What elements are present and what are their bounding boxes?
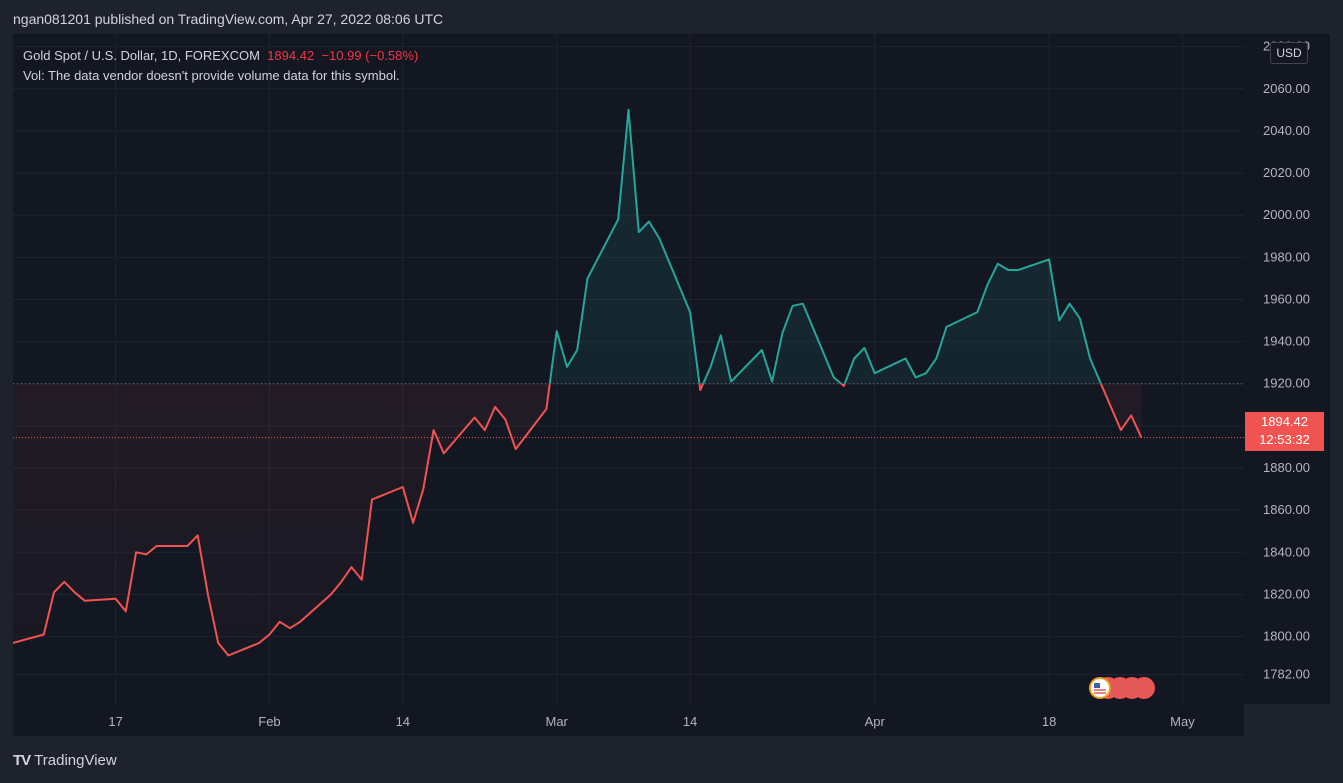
top-bar: ngan081201 published on TradingView.com,… [0, 0, 1343, 34]
symbol-title[interactable]: Gold Spot / U.S. Dollar, 1D, FOREXCOM [23, 48, 260, 63]
currency-button[interactable]: USD [1270, 42, 1308, 64]
y-tick-label: 1860.00 [1263, 502, 1310, 517]
x-tick-label: 14 [396, 714, 410, 729]
x-tick-label: May [1170, 714, 1195, 729]
y-tick-label: 1820.00 [1263, 586, 1310, 601]
y-tick-labels: 1782.00 1800.00 1820.00 1840.00 1860.00 1880.… [1263, 39, 1310, 682]
tradingview-logo-text: TradingView [34, 752, 117, 769]
badge-countdown: 12:53:32 [1259, 432, 1310, 447]
area-fill-above [13, 109, 1142, 384]
chart-legend: Gold Spot / U.S. Dollar, 1D, FOREXCOM 18… [23, 46, 418, 86]
reference-lines [13, 383, 1244, 439]
y-tick-label: 1880.00 [1263, 460, 1310, 475]
volume-note: Vol: The data vendor doesn't provide vol… [23, 68, 400, 83]
y-tick-label: 1920.00 [1263, 376, 1310, 391]
series-line-above [548, 108, 1103, 384]
price-change: −10.99 (−0.58%) [321, 48, 419, 63]
y-tick-label: 1782.00 [1263, 667, 1310, 682]
y-tick-label: 2000.00 [1263, 207, 1310, 222]
price-axis[interactable] [1244, 34, 1330, 704]
x-tick-label: Mar [545, 714, 568, 729]
x-tick-label: 18 [1042, 714, 1056, 729]
x-tick-labels: 17 Feb 14 Mar 14 Apr 18 May [108, 714, 1195, 729]
y-tick-label: 1940.00 [1263, 334, 1310, 349]
area-fills [13, 109, 1142, 656]
x-tick-label: Feb [258, 714, 280, 729]
tradingview-logo[interactable]: TV TradingView [13, 752, 117, 769]
x-tick-label: 14 [683, 714, 697, 729]
y-tick-label: 1960.00 [1263, 291, 1310, 306]
economic-events[interactable] [1088, 676, 1158, 705]
last-price-badge: 1894.42 12:53:32 [1245, 412, 1324, 451]
x-tick-label: Apr [865, 714, 886, 729]
time-axis[interactable] [13, 704, 1244, 736]
series-lines [13, 108, 1143, 657]
tradingview-logo-icon: TV [13, 752, 31, 769]
published-caption: ngan081201 published on TradingView.com,… [13, 11, 444, 27]
area-fill-below [13, 383, 1142, 656]
last-price: 1894.42 [267, 48, 315, 63]
series-line-below [13, 383, 1143, 657]
y-tick-label: 1840.00 [1263, 544, 1310, 559]
badge-price: 1894.42 [1261, 414, 1308, 429]
x-tick-label: 17 [108, 714, 122, 729]
y-tick-label: 1980.00 [1263, 249, 1310, 264]
y-tick-label: 2020.00 [1263, 165, 1310, 180]
y-tick-label: 2060.00 [1263, 81, 1310, 96]
y-tick-label: 2040.00 [1263, 123, 1310, 138]
us-flag-events-icon[interactable] [1088, 676, 1158, 700]
y-tick-label: 1800.00 [1263, 629, 1310, 644]
